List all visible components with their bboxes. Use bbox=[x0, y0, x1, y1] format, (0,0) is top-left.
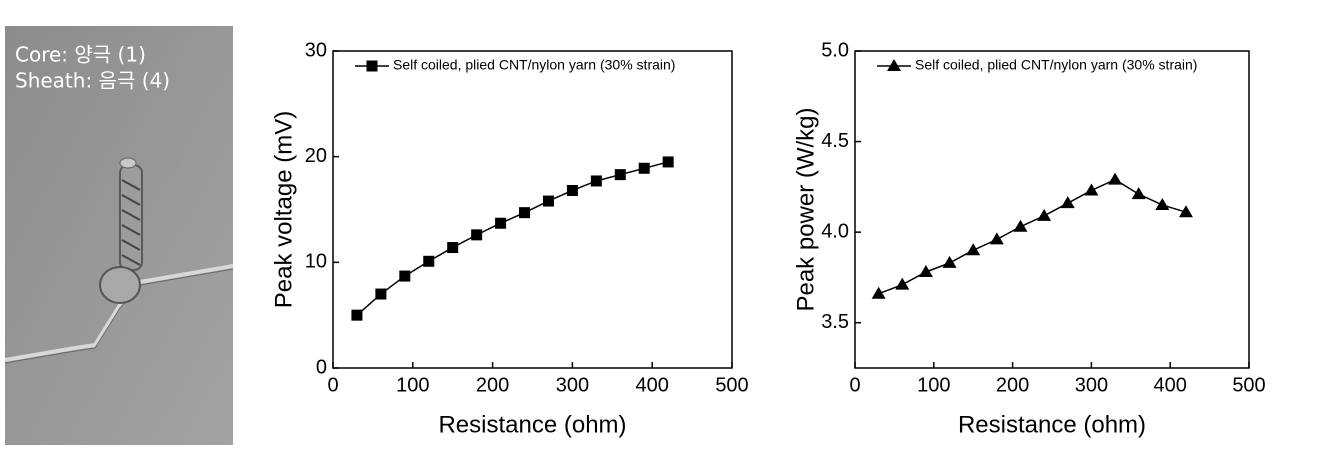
x-tick-label: 100 bbox=[396, 374, 429, 396]
marker bbox=[1013, 219, 1028, 232]
series-line bbox=[878, 178, 1187, 295]
marker bbox=[1155, 197, 1170, 210]
marker bbox=[1084, 183, 1099, 196]
marker bbox=[895, 277, 910, 290]
x-tick-label: 300 bbox=[556, 374, 589, 396]
y-tick-label: 4.0 bbox=[821, 220, 849, 242]
y-tick-label: 30 bbox=[305, 39, 327, 61]
x-tick-label: 300 bbox=[1075, 374, 1108, 396]
marker bbox=[566, 184, 578, 196]
x-tick-label: 0 bbox=[849, 374, 860, 396]
marker bbox=[366, 60, 378, 72]
marker bbox=[351, 309, 363, 321]
x-tick-label: 400 bbox=[636, 374, 669, 396]
marker bbox=[918, 264, 933, 277]
legend-label: Self coiled, plied CNT/nylon yarn (30% s… bbox=[393, 57, 675, 73]
photo-label: Sheath: 음극 (4) bbox=[15, 69, 170, 93]
yarn-knot bbox=[99, 266, 141, 304]
y-tick-label: 5.0 bbox=[821, 39, 849, 61]
marker bbox=[1178, 205, 1193, 218]
x-axis-label: Resistance (ohm) bbox=[438, 411, 626, 438]
marker bbox=[871, 286, 886, 299]
y-tick-label: 4.5 bbox=[821, 130, 849, 152]
marker bbox=[614, 169, 626, 181]
marker bbox=[423, 255, 435, 267]
marker bbox=[471, 229, 483, 241]
marker bbox=[1060, 196, 1075, 209]
marker bbox=[447, 242, 459, 254]
x-tick-label: 500 bbox=[715, 374, 748, 396]
x-axis-label: Resistance (ohm) bbox=[958, 411, 1146, 438]
marker bbox=[495, 217, 507, 229]
plot-frame bbox=[854, 50, 1250, 369]
y-tick-label: 3.5 bbox=[821, 311, 849, 333]
x-tick-label: 200 bbox=[996, 374, 1029, 396]
marker bbox=[662, 156, 674, 168]
marker bbox=[399, 270, 411, 282]
x-tick-label: 500 bbox=[1232, 374, 1265, 396]
marker bbox=[638, 162, 650, 174]
legend-label: Self coiled, plied CNT/nylon yarn (30% s… bbox=[915, 57, 1197, 73]
x-tick-label: 0 bbox=[327, 374, 338, 396]
marker bbox=[375, 288, 387, 300]
yarn-coils bbox=[121, 179, 141, 266]
x-tick-label: 400 bbox=[1154, 374, 1187, 396]
marker bbox=[519, 207, 531, 219]
series-line bbox=[356, 161, 669, 316]
x-tick-label: 100 bbox=[917, 374, 950, 396]
marker bbox=[942, 255, 957, 268]
wire bbox=[4, 264, 234, 362]
marker bbox=[1108, 172, 1123, 185]
y-axis-label: Peak voltage (mV) bbox=[270, 111, 297, 308]
y-tick-label: 0 bbox=[316, 356, 327, 378]
wire-shadow bbox=[4, 268, 234, 364]
y-axis-label: Peak power (W/kg) bbox=[792, 107, 819, 311]
marker bbox=[989, 232, 1004, 245]
marker bbox=[966, 243, 981, 256]
plot-frame bbox=[332, 50, 733, 369]
marker bbox=[1131, 187, 1146, 200]
yarn-tip bbox=[119, 157, 137, 169]
marker bbox=[590, 175, 602, 187]
y-tick-label: 10 bbox=[305, 251, 327, 273]
marker bbox=[1037, 208, 1052, 221]
photo-label: Core: 양극 (1) bbox=[15, 43, 146, 67]
y-tick-label: 20 bbox=[305, 145, 327, 167]
photo: Core: 양극 (1) Sheath: 음극 (4) bbox=[4, 26, 234, 445]
marker bbox=[542, 195, 554, 207]
x-tick-label: 200 bbox=[476, 374, 509, 396]
marker bbox=[887, 59, 901, 71]
